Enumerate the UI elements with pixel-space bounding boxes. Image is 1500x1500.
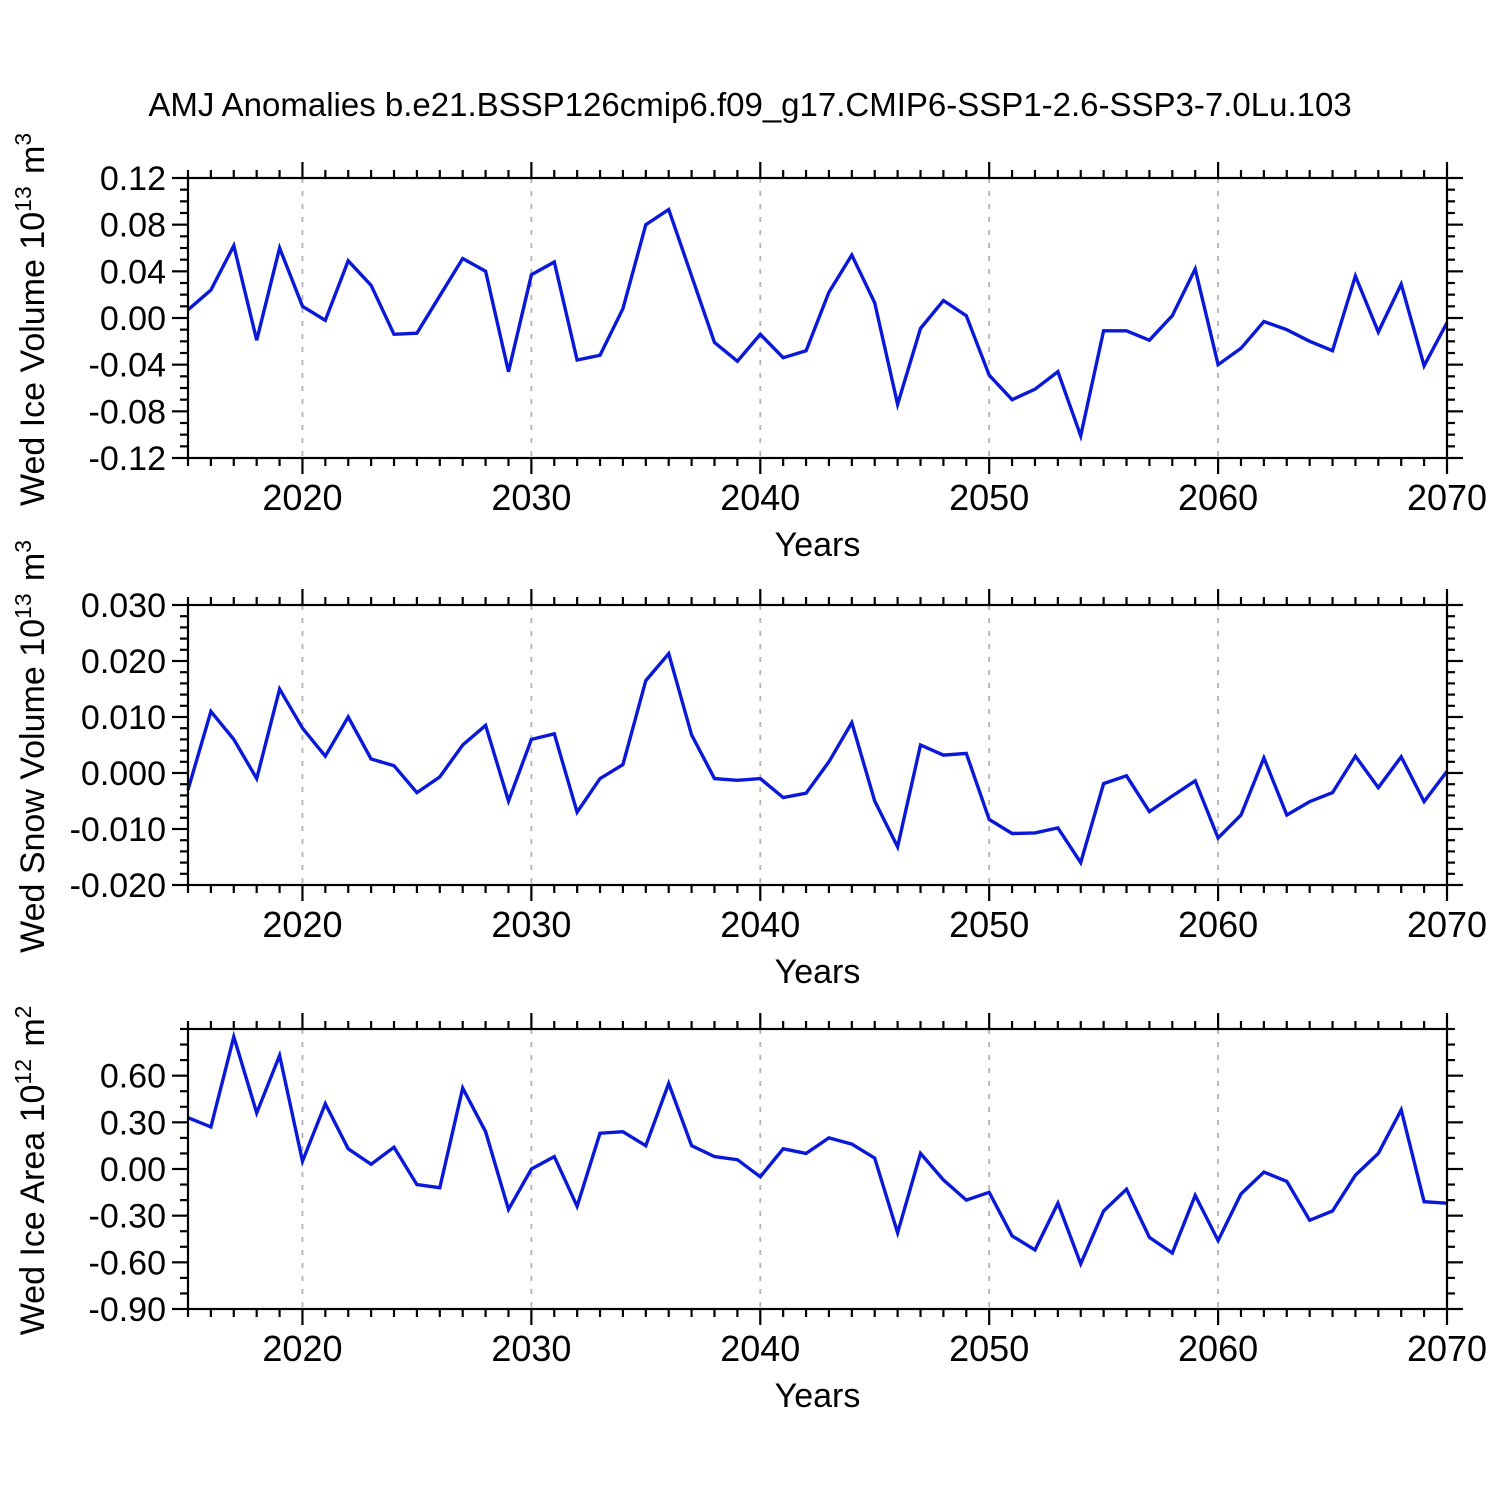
y-tick-label: -0.90 <box>89 1291 167 1329</box>
y-tick-labels: 0.030 0.020 0.010 0.000 -0.010 -0.020 <box>70 587 166 905</box>
x-axis-title: Years <box>775 953 861 991</box>
x-tick-label: 2040 <box>720 904 800 945</box>
x-tick-label: 2050 <box>949 904 1029 945</box>
x-tick-label: 2070 <box>1407 904 1487 945</box>
x-tick-label: 2060 <box>1178 477 1258 518</box>
x-tick-labels: 2020 2030 2040 2050 2060 2070 <box>262 477 1487 518</box>
axis-ticks <box>172 162 1463 474</box>
y-tick-label: 0.04 <box>100 253 166 291</box>
x-tick-label: 2050 <box>949 1328 1029 1369</box>
axis-ticks <box>172 589 1463 901</box>
x-axis-title: Years <box>775 1377 861 1415</box>
y-tick-label: 0.00 <box>100 300 166 338</box>
y-tick-label: 0.020 <box>81 643 166 681</box>
y-tick-label: -0.010 <box>70 811 166 849</box>
x-tick-label: 2020 <box>262 1328 342 1369</box>
y-tick-label: -0.12 <box>89 440 167 478</box>
y-axis-title: Wed Ice Volume 1013 m3 <box>10 130 52 506</box>
y-tick-label: -0.08 <box>89 393 167 431</box>
x-tick-label: 2040 <box>720 477 800 518</box>
y-tick-label: 0.00 <box>100 1151 166 1189</box>
y-tick-label: 0.010 <box>81 699 166 737</box>
x-tick-label: 2050 <box>949 477 1029 518</box>
y-tick-label: -0.60 <box>89 1244 167 1282</box>
y-axis-title: Wed Snow Volume 1013 m3 <box>10 537 52 953</box>
x-tick-label: 2030 <box>491 477 571 518</box>
y-tick-labels: 0.60 0.30 0.00 -0.30 -0.60 -0.90 <box>89 1058 167 1329</box>
x-axis-title: Years <box>775 526 861 564</box>
plot-frame <box>186 603 1449 887</box>
axis-ticks <box>172 1013 1463 1325</box>
plot-frame <box>186 1027 1449 1311</box>
series-line-wed-ice-volume <box>186 206 1449 442</box>
y-tick-label: 0.12 <box>100 160 166 198</box>
x-tick-label: 2020 <box>262 477 342 518</box>
x-tick-labels: 2020 2030 2040 2050 2060 2070 <box>262 904 1487 945</box>
x-tick-label: 2020 <box>262 904 342 945</box>
y-tick-label: 0.08 <box>100 207 166 245</box>
x-tick-label: 2060 <box>1178 904 1258 945</box>
y-tick-label: 0.000 <box>81 755 166 793</box>
y-tick-label: 0.30 <box>100 1104 166 1142</box>
x-tick-label: 2030 <box>491 904 571 945</box>
y-tick-label: -0.020 <box>70 867 166 905</box>
y-axis-title: Wed Ice Area 1012 m2 <box>10 1003 52 1336</box>
x-tick-label: 2040 <box>720 1328 800 1369</box>
y-tick-labels: 0.12 0.08 0.04 0.00 -0.04 -0.08 -0.12 <box>89 160 167 478</box>
series-line-wed-ice-area <box>187 1030 1448 1269</box>
chart-title: AMJ Anomalies b.e21.BSSP126cmip6.f09_g17… <box>148 86 1352 123</box>
chart-wed-ice-area: 2020 2030 2040 2050 2060 2070 Years 0.60 0.30 0.0… <box>10 1003 1487 1415</box>
x-tick-label: 2070 <box>1407 477 1487 518</box>
x-tick-label: 2070 <box>1407 1328 1487 1369</box>
x-tick-labels: 2020 2030 2040 2050 2060 2070 <box>262 1328 1487 1369</box>
y-tick-label: 0.030 <box>81 587 166 625</box>
chart-wed-snow-volume: 2020 2030 2040 2050 2060 2070Years0.0300.0200… <box>10 537 1487 991</box>
y-tick-label: -0.04 <box>89 347 167 385</box>
x-tick-label: 2060 <box>1178 1328 1258 1369</box>
series-line-wed-snow-volume <box>186 650 1449 867</box>
y-tick-label: -0.30 <box>89 1198 167 1236</box>
y-tick-label: 0.60 <box>100 1058 166 1096</box>
chart-wed-ice-volume: 2020 2030 2040 2050 2060 2070 Years 0.12 0.08 0.0… <box>10 130 1487 564</box>
x-tick-label: 2030 <box>491 1328 571 1369</box>
